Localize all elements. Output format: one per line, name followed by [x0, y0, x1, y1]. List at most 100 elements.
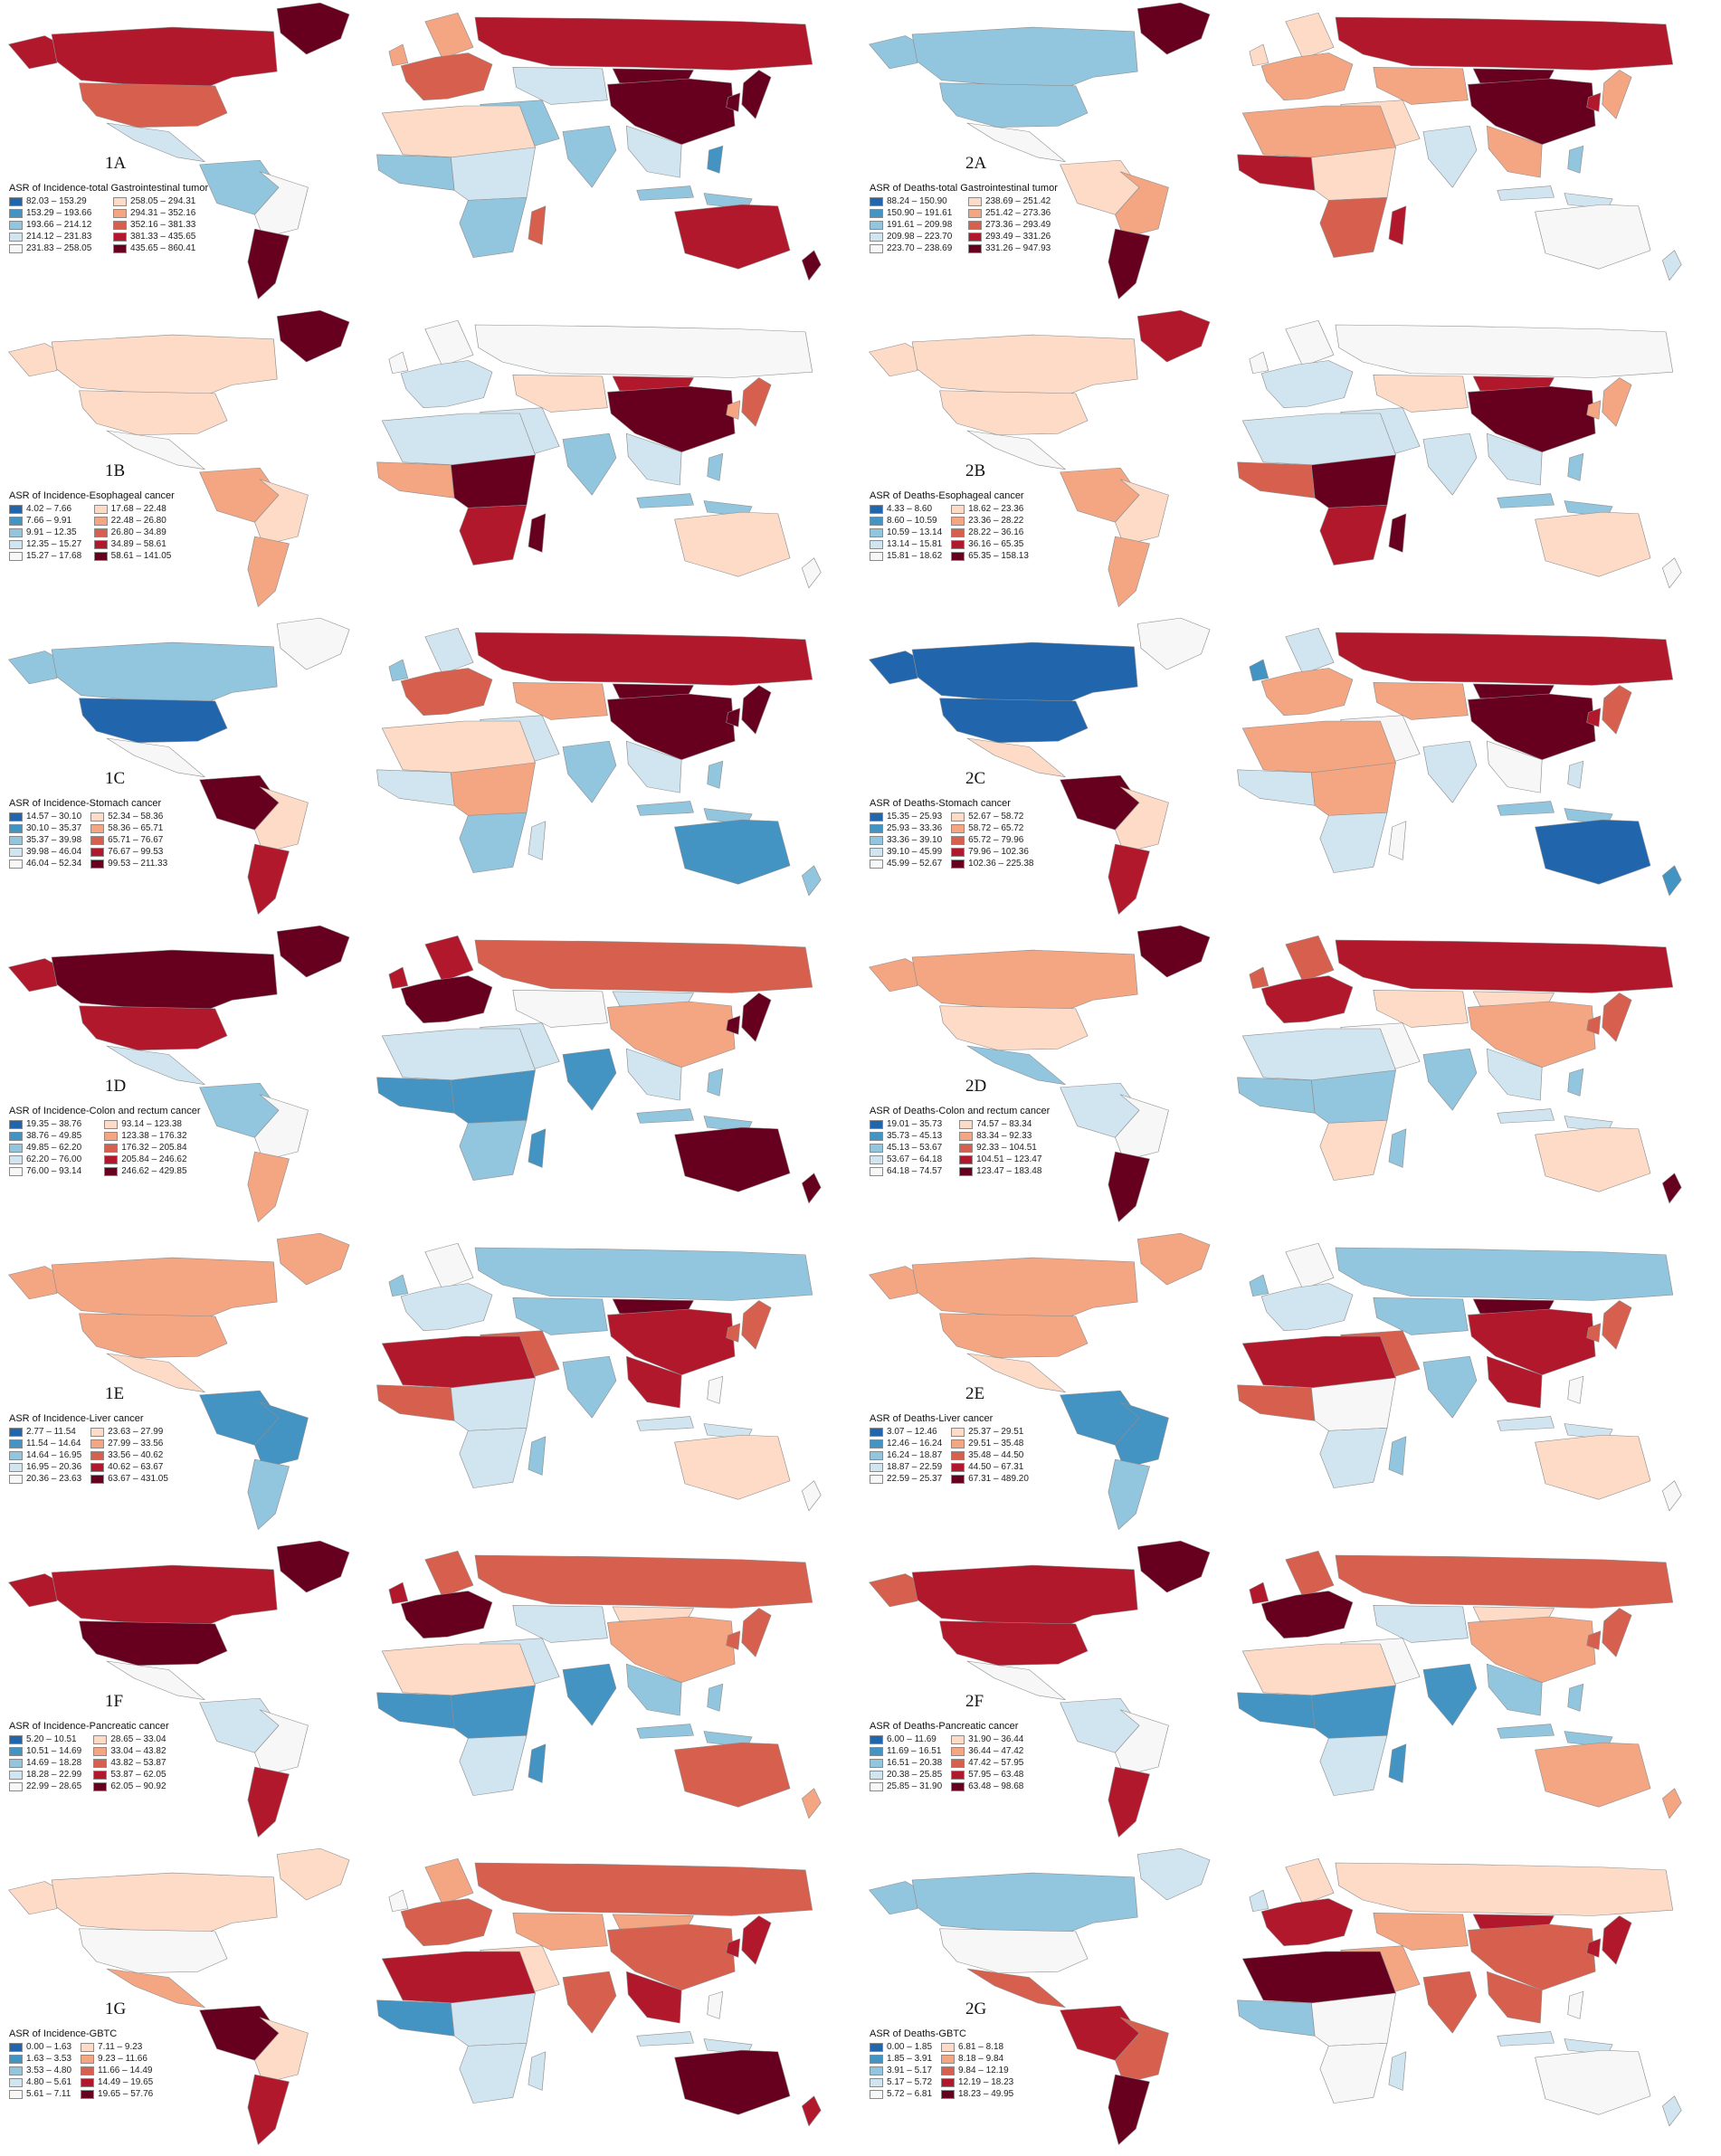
region-korea	[1586, 400, 1602, 420]
legend-item: 0.00 – 1.85	[870, 2042, 932, 2052]
legend-range: 193.66 – 214.12	[26, 220, 92, 230]
region-japan	[741, 685, 772, 735]
legend-range: 62.05 – 90.92	[110, 1781, 166, 1791]
legend-swatch	[959, 1154, 974, 1164]
legend-range: 29.51 – 35.48	[968, 1439, 1024, 1448]
legend-swatch	[81, 2089, 95, 2099]
region-newzealand	[801, 1788, 822, 1819]
legend-swatch	[9, 1474, 23, 1484]
region-japan	[1602, 1608, 1632, 1657]
legend-range: 39.98 – 46.04	[26, 847, 82, 857]
region-philippines	[707, 761, 724, 789]
legend-swatch	[93, 516, 108, 526]
region-usa	[79, 1005, 228, 1051]
region-australia	[1535, 1126, 1651, 1192]
region-china	[1468, 1001, 1596, 1068]
legend-range: 35.73 – 45.13	[887, 1131, 943, 1141]
legend-item: 193.66 – 214.12	[9, 220, 104, 230]
legend-swatch	[9, 847, 23, 857]
legend-range: 43.82 – 53.87	[110, 1758, 166, 1768]
legend-title: ASR of Incidence-Liver cancer	[9, 1413, 144, 1424]
legend-item: 33.04 – 43.82	[93, 1746, 168, 1756]
region-seasia	[1486, 1048, 1543, 1101]
region-uk	[1249, 1581, 1269, 1605]
legend-range: 0.00 – 1.63	[26, 2042, 72, 2052]
legend-range: 18.87 – 22.59	[887, 1462, 943, 1472]
legend-title: ASR of Incidence-Colon and rectum cancer	[9, 1106, 201, 1116]
legend-swatch	[951, 551, 965, 561]
legend-swatch	[9, 1154, 23, 1164]
legend-swatch	[870, 2089, 883, 2099]
world-choropleth-map	[869, 1847, 1682, 2145]
legend-swatch	[870, 1770, 883, 1780]
region-japan	[741, 1300, 772, 1350]
legend-swatch	[9, 1450, 23, 1460]
legend-range: 18.23 – 49.95	[958, 2089, 1014, 2099]
legend-swatch	[967, 232, 982, 242]
legend-item: 9.23 – 11.66	[81, 2054, 153, 2064]
legend-item: 2.77 – 11.54	[9, 1427, 81, 1437]
legend-range: 3.91 – 5.17	[887, 2066, 933, 2075]
legend-item: 10.59 – 13.14	[870, 527, 942, 537]
legend-range: 39.10 – 45.99	[887, 847, 943, 857]
region-india	[562, 1663, 617, 1726]
region-africa_s	[459, 1734, 528, 1796]
region-newzealand	[1661, 1480, 1682, 1512]
region-indonesia	[1497, 2031, 1555, 2047]
region-philippines	[1567, 1069, 1584, 1097]
region-alaska	[869, 1266, 921, 1300]
region-uk	[388, 1889, 409, 1913]
legend-swatch	[870, 835, 883, 845]
legend-swatch	[941, 2089, 956, 2099]
legend-range: 251.42 – 273.36	[984, 208, 1051, 218]
legend-swatch	[951, 1427, 965, 1437]
region-centralasia	[512, 682, 608, 720]
world-choropleth-map	[8, 2, 822, 299]
legend-range: 17.68 – 22.48	[110, 504, 166, 514]
legend-range: 1.85 – 3.91	[887, 2054, 933, 2064]
legend-range: 93.14 – 123.38	[121, 1119, 182, 1129]
panel-label: 2E	[965, 1384, 985, 1403]
region-africa_s	[459, 504, 528, 565]
legend-item: 352.16 – 381.33	[113, 220, 208, 230]
region-korea	[1586, 1323, 1602, 1343]
legend-swatch	[951, 859, 965, 869]
legend-swatch	[9, 2066, 23, 2075]
legend-item: 8.60 – 10.59	[870, 516, 942, 526]
legend-item: 25.85 – 31.90	[870, 1781, 942, 1791]
region-scandinavia	[424, 935, 474, 983]
legend-swatch	[90, 847, 105, 857]
region-usa	[939, 698, 1089, 744]
region-argentina	[1108, 1766, 1150, 1838]
legend-item: 14.57 – 30.10	[9, 812, 81, 822]
legend-range: 67.31 – 489.20	[968, 1474, 1029, 1484]
legend-item: 22.99 – 28.65	[9, 1781, 84, 1791]
region-uk	[388, 1581, 409, 1605]
region-australia	[674, 1126, 791, 1192]
region-europe	[400, 1591, 493, 1638]
region-scandinavia	[424, 12, 474, 60]
region-indonesia	[1497, 801, 1555, 816]
legend-item: 43.82 – 53.87	[93, 1758, 168, 1768]
legend-grid: 4.33 – 8.60 8.60 – 10.59 10.59 – 13.14 13.1…	[870, 504, 1029, 561]
region-india	[1422, 125, 1478, 188]
region-japan	[1602, 993, 1632, 1042]
region-mexico	[966, 430, 1066, 470]
legend-range: 25.37 – 29.51	[968, 1427, 1024, 1437]
region-scandinavia	[1285, 1857, 1335, 1905]
legend-swatch	[9, 539, 23, 549]
legend-item: 1.85 – 3.91	[870, 2054, 932, 2064]
region-korea	[726, 400, 741, 420]
legend-swatch	[951, 1758, 965, 1768]
region-australia	[1535, 1742, 1651, 1808]
legend-range: 58.36 – 65.71	[108, 823, 164, 833]
legend-item: 46.04 – 52.34	[9, 859, 81, 869]
region-korea	[1586, 708, 1602, 727]
legend-range: 19.01 – 35.73	[887, 1119, 943, 1129]
region-australia	[674, 2049, 791, 2115]
legend-range: 52.67 – 58.72	[968, 812, 1024, 822]
legend-range: 352.16 – 381.33	[130, 220, 196, 230]
legend-range: 11.66 – 14.49	[98, 2066, 153, 2075]
region-canada	[51, 949, 278, 1011]
legend-range: 92.33 – 104.51	[976, 1143, 1037, 1153]
